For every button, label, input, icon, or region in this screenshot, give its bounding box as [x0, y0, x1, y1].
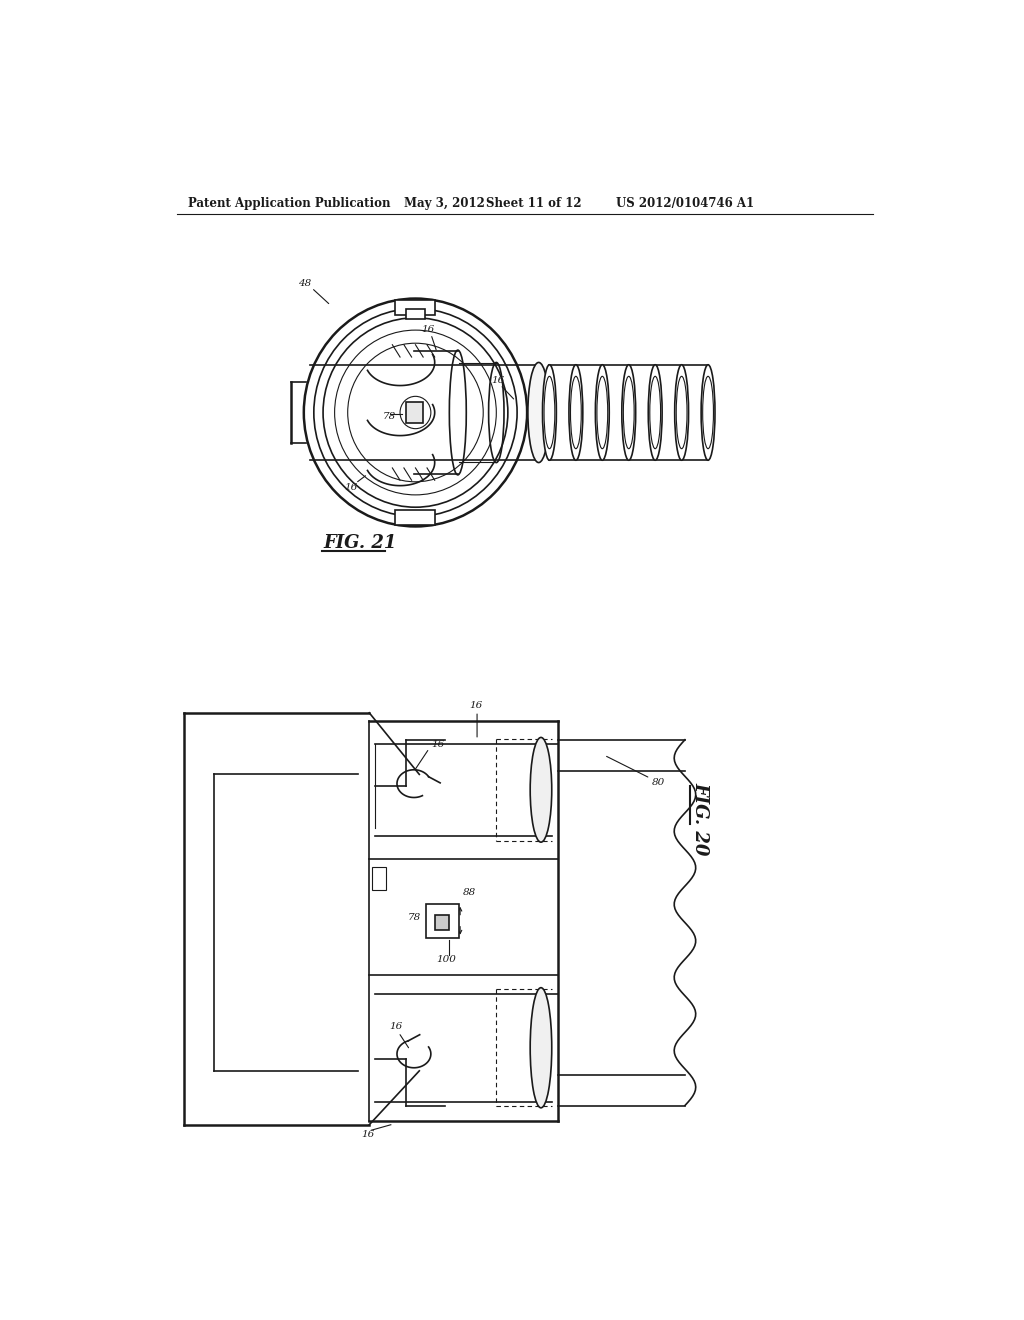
Text: 16: 16: [361, 1130, 375, 1139]
FancyBboxPatch shape: [407, 309, 425, 319]
Text: 100: 100: [436, 954, 456, 964]
Text: 16: 16: [469, 701, 482, 710]
Ellipse shape: [648, 364, 663, 461]
Text: 78: 78: [408, 913, 421, 923]
Ellipse shape: [569, 364, 583, 461]
Text: 78: 78: [383, 412, 396, 421]
Text: 16: 16: [422, 325, 435, 334]
Text: 88: 88: [463, 888, 476, 898]
Text: 16: 16: [345, 483, 357, 492]
FancyBboxPatch shape: [435, 915, 449, 929]
Text: FIG. 21: FIG. 21: [323, 535, 396, 552]
Ellipse shape: [622, 364, 636, 461]
Text: Sheet 11 of 12: Sheet 11 of 12: [486, 197, 582, 210]
Text: Patent Application Publication: Patent Application Publication: [188, 197, 391, 210]
Text: 16: 16: [389, 1022, 402, 1031]
FancyBboxPatch shape: [426, 904, 459, 937]
FancyBboxPatch shape: [395, 510, 435, 525]
Ellipse shape: [595, 364, 609, 461]
Text: May 3, 2012: May 3, 2012: [403, 197, 484, 210]
Text: 80: 80: [652, 779, 666, 787]
Ellipse shape: [530, 987, 552, 1107]
Ellipse shape: [701, 364, 715, 461]
FancyBboxPatch shape: [395, 300, 435, 315]
FancyBboxPatch shape: [407, 401, 423, 424]
FancyBboxPatch shape: [373, 867, 386, 890]
Ellipse shape: [528, 363, 550, 462]
Text: US 2012/0104746 A1: US 2012/0104746 A1: [615, 197, 754, 210]
Text: 16: 16: [431, 741, 444, 748]
Ellipse shape: [543, 364, 556, 461]
Ellipse shape: [675, 364, 688, 461]
Text: 16: 16: [490, 376, 504, 385]
Text: FIG. 20: FIG. 20: [691, 781, 710, 855]
Text: 48: 48: [298, 280, 311, 288]
Ellipse shape: [530, 738, 552, 842]
